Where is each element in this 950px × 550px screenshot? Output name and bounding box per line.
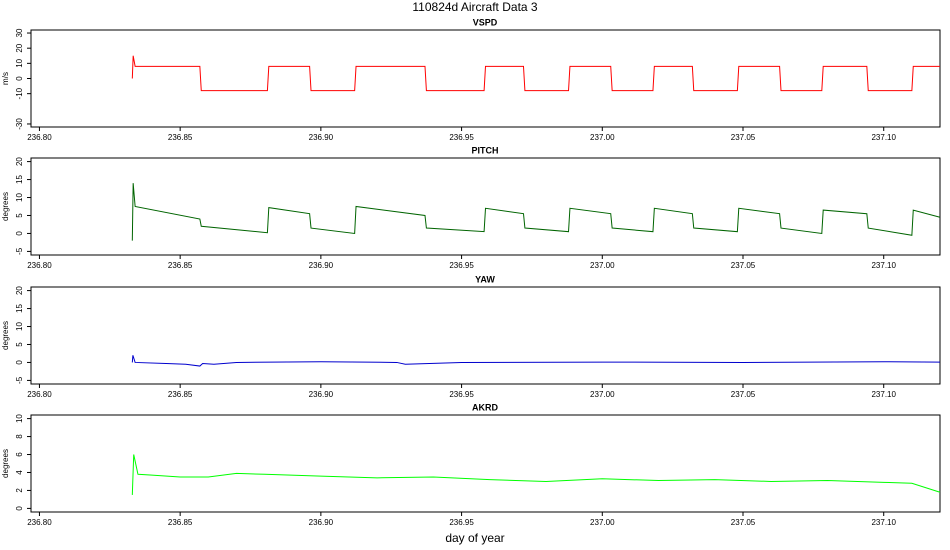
data-line bbox=[131, 355, 941, 367]
x-tick-label: 237.05 bbox=[731, 133, 756, 142]
y-tick-label: 20 bbox=[15, 43, 24, 52]
y-tick-label: -5 bbox=[15, 376, 24, 384]
y-tick-label: 0 bbox=[15, 76, 24, 81]
x-axis-label: day of year bbox=[445, 531, 504, 545]
x-tick-label: 237.05 bbox=[731, 390, 756, 399]
data-line bbox=[131, 55, 940, 92]
y-tick-label: 6 bbox=[15, 452, 24, 457]
y-tick-label: 10 bbox=[15, 193, 24, 202]
y-tick-label: 0 bbox=[15, 506, 24, 511]
x-tick-label: 237.00 bbox=[590, 261, 615, 270]
x-tick-label: 237.00 bbox=[590, 390, 615, 399]
plot-frame bbox=[30, 157, 941, 256]
y-axis-label: degrees bbox=[1, 321, 10, 350]
y-tick-label: 0 bbox=[15, 360, 24, 365]
panel-title: PITCH bbox=[472, 145, 499, 155]
x-tick-label: 237.10 bbox=[871, 133, 896, 142]
y-tick-label: -30 bbox=[15, 118, 24, 130]
y-tick-label: 4 bbox=[15, 470, 24, 475]
x-tick-label: 237.10 bbox=[871, 390, 896, 399]
x-tick-label: 236.90 bbox=[309, 261, 334, 270]
panel-title: AKRD bbox=[472, 402, 498, 412]
panel-title: YAW bbox=[475, 274, 495, 284]
x-tick-label: 236.85 bbox=[168, 133, 193, 142]
data-line bbox=[131, 183, 941, 241]
x-tick-label: 236.85 bbox=[168, 390, 193, 399]
y-tick-label: 0 bbox=[15, 231, 24, 236]
x-tick-label: 236.95 bbox=[449, 261, 474, 270]
x-tick-label: 236.85 bbox=[168, 518, 193, 527]
y-tick-label: 5 bbox=[15, 342, 24, 347]
y-tick-label: 10 bbox=[15, 414, 24, 423]
x-tick-label: 236.95 bbox=[449, 133, 474, 142]
x-tick-label: 236.80 bbox=[27, 518, 52, 527]
data-line bbox=[131, 454, 941, 495]
panel-title: VSPD bbox=[473, 17, 498, 27]
y-tick-label: 10 bbox=[15, 322, 24, 331]
x-tick-label: 236.90 bbox=[309, 133, 334, 142]
y-tick-label: 10 bbox=[15, 58, 24, 67]
y-tick-label: 20 bbox=[15, 286, 24, 295]
plot-frame bbox=[30, 29, 941, 128]
y-tick-label: 8 bbox=[15, 434, 24, 439]
x-tick-label: 236.90 bbox=[309, 390, 334, 399]
x-tick-label: 236.80 bbox=[27, 261, 52, 270]
y-tick-label: 20 bbox=[15, 157, 24, 166]
x-tick-label: 237.00 bbox=[590, 518, 615, 527]
y-tick-label: 15 bbox=[15, 175, 24, 184]
x-tick-label: 236.80 bbox=[27, 390, 52, 399]
x-tick-label: 237.05 bbox=[731, 261, 756, 270]
x-tick-label: 237.10 bbox=[871, 518, 896, 527]
page-title: 110824d Aircraft Data 3 bbox=[412, 0, 538, 14]
y-tick-label: 15 bbox=[15, 304, 24, 313]
plot-frame bbox=[30, 286, 941, 385]
plot-frame bbox=[30, 414, 941, 513]
x-tick-label: 236.85 bbox=[168, 261, 193, 270]
x-tick-label: 236.80 bbox=[27, 133, 52, 142]
y-tick-label: 2 bbox=[15, 488, 24, 493]
y-axis-label: degrees bbox=[1, 449, 10, 478]
y-axis-label: degrees bbox=[1, 192, 10, 221]
y-tick-label: -5 bbox=[15, 247, 24, 255]
x-tick-label: 236.90 bbox=[309, 518, 334, 527]
y-tick-label: 5 bbox=[15, 213, 24, 218]
x-tick-label: 237.05 bbox=[731, 518, 756, 527]
x-tick-label: 237.10 bbox=[871, 261, 896, 270]
x-tick-label: 236.95 bbox=[449, 390, 474, 399]
y-tick-label: -10 bbox=[15, 87, 24, 99]
x-tick-label: 236.95 bbox=[449, 518, 474, 527]
x-tick-label: 237.00 bbox=[590, 133, 615, 142]
y-tick-label: 30 bbox=[15, 28, 24, 37]
y-axis-label: m/s bbox=[1, 72, 10, 85]
